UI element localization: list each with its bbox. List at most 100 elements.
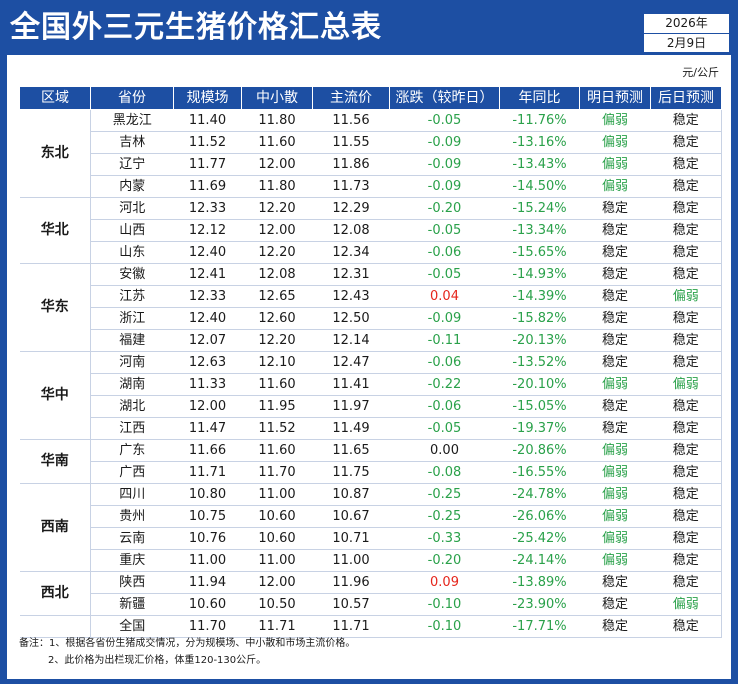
cell-yoy: -15.24%	[499, 197, 580, 220]
cell-large-farm: 12.41	[173, 263, 242, 286]
cell-yoy: -15.65%	[499, 241, 580, 264]
cell-small-farm: 12.00	[241, 153, 313, 176]
cell-province: 新疆	[90, 593, 174, 616]
cell-large-farm: 11.52	[173, 131, 242, 154]
region-cell: 华南	[19, 439, 91, 484]
table-row: 湖南 11.33 11.60 11.41 -0.22 -20.10% 偏弱 偏弱	[20, 373, 722, 396]
cell-large-farm: 10.76	[173, 527, 242, 550]
cell-small-farm: 11.80	[241, 175, 313, 198]
cell-tomorrow-forecast: 稳定	[579, 395, 651, 418]
table-row: 辽宁 11.77 12.00 11.86 -0.09 -13.43% 偏弱 稳定	[20, 153, 722, 176]
cell-day-after-forecast: 稳定	[650, 109, 722, 132]
region-cell-empty	[19, 615, 91, 638]
cell-province: 四川	[90, 483, 174, 506]
cell-province: 湖南	[90, 373, 174, 396]
header-main-price: 主流价	[312, 86, 390, 110]
national-row: 全国 11.70 11.71 11.71 -0.10 -17.71% 稳定 稳定	[19, 615, 722, 638]
cell-large-farm: 11.77	[173, 153, 242, 176]
cell-province: 福建	[90, 329, 174, 352]
cell-yoy: -20.86%	[499, 439, 580, 462]
cell-small-farm: 10.50	[241, 593, 313, 616]
cell-small-farm: 12.20	[241, 197, 313, 220]
cell-tomorrow-forecast: 稳定	[579, 351, 651, 374]
region-cell: 西南	[19, 483, 91, 572]
cell-day-after-forecast: 稳定	[650, 571, 722, 594]
region-cell: 华北	[19, 197, 91, 264]
region-cell: 东北	[19, 109, 91, 198]
cell-tomorrow-forecast: 偏弱	[579, 483, 651, 506]
cell-small-farm: 12.60	[241, 307, 313, 330]
cell-main-price: 11.75	[312, 461, 390, 484]
cell-large-farm: 11.71	[173, 461, 242, 484]
date-box: 2026年 2月9日	[643, 13, 730, 53]
cell-small-farm: 12.00	[241, 571, 313, 594]
cell-main-price: 11.00	[312, 549, 390, 572]
cell-main-price: 11.86	[312, 153, 390, 176]
cell-main-price: 11.55	[312, 131, 390, 154]
cell-small-farm: 11.80	[241, 109, 313, 132]
cell-large-farm: 12.40	[173, 241, 242, 264]
cell-change: -0.10	[389, 593, 500, 616]
footnotes: 备注：1、根据各省份生猪成交情况，分为规模场、中小散和市场主流价格。 2、此价格…	[19, 635, 355, 669]
table-row: 云南 10.76 10.60 10.71 -0.33 -25.42% 偏弱 稳定	[20, 527, 722, 550]
cell-yoy: -25.42%	[499, 527, 580, 550]
cell-change: 0.04	[389, 285, 500, 308]
cell-day-after-forecast: 稳定	[650, 263, 722, 286]
table-row: 江西 11.47 11.52 11.49 -0.05 -19.37% 稳定 稳定	[20, 417, 722, 440]
cell-day-after-forecast: 稳定	[650, 197, 722, 220]
cell-change: -0.06	[389, 395, 500, 418]
cell-day-after-forecast: 稳定	[650, 175, 722, 198]
table-row: 浙江 12.40 12.60 12.50 -0.09 -15.82% 稳定 稳定	[20, 307, 722, 330]
cell-day-after-forecast: 稳定	[650, 241, 722, 264]
cell-large-farm: 11.66	[173, 439, 242, 462]
cell-province: 贵州	[90, 505, 174, 528]
cell-change: 0.09	[389, 571, 500, 594]
cell-change: -0.11	[389, 329, 500, 352]
cell-yoy: -14.39%	[499, 285, 580, 308]
cell-tomorrow-forecast: 稳定	[579, 219, 651, 242]
cell-yoy: -15.82%	[499, 307, 580, 330]
cell-yoy: -20.10%	[499, 373, 580, 396]
table-card: 元/公斤 区域 省份 规模场 中小散 主流价 涨跌（较昨日） 年同比 明日预测 …	[7, 55, 731, 679]
footnote-1: 备注：1、根据各省份生猪成交情况，分为规模场、中小散和市场主流价格。	[19, 638, 356, 649]
cell-main-price: 12.29	[312, 197, 390, 220]
cell-large-farm: 11.70	[173, 615, 242, 638]
cell-small-farm: 11.00	[241, 483, 313, 506]
cell-change: -0.25	[389, 505, 500, 528]
cell-large-farm: 12.33	[173, 285, 242, 308]
cell-change: -0.08	[389, 461, 500, 484]
cell-small-farm: 12.65	[241, 285, 313, 308]
cell-tomorrow-forecast: 偏弱	[579, 549, 651, 572]
header-tomorrow-forecast: 明日预测	[579, 86, 651, 110]
header-large-farm: 规模场	[173, 86, 242, 110]
table-row: 西南 四川 10.80 11.00 10.87 -0.25 -24.78% 偏弱 稳定	[19, 483, 722, 572]
cell-province: 广西	[90, 461, 174, 484]
region-cell: 华东	[19, 263, 91, 352]
cell-change: -0.05	[389, 219, 500, 242]
cell-small-farm: 11.00	[241, 549, 313, 572]
cell-main-price: 11.96	[312, 571, 390, 594]
cell-small-farm: 11.95	[241, 395, 313, 418]
cell-change: -0.05	[389, 417, 500, 440]
cell-large-farm: 10.80	[173, 483, 242, 506]
cell-yoy: -16.55%	[499, 461, 580, 484]
cell-province: 陕西	[90, 571, 174, 594]
table-row: 西北 陕西 11.94 12.00 11.96 0.09 -13.89% 稳定 稳定	[19, 571, 722, 616]
cell-day-after-forecast: 稳定	[650, 461, 722, 484]
cell-day-after-forecast: 稳定	[650, 219, 722, 242]
cell-day-after-forecast: 偏弱	[650, 373, 722, 396]
cell-main-price: 12.47	[312, 351, 390, 374]
cell-day-after-forecast: 稳定	[650, 329, 722, 352]
table-row: 重庆 11.00 11.00 11.00 -0.20 -24.14% 偏弱 稳定	[20, 549, 722, 572]
cell-day-after-forecast: 偏弱	[650, 593, 722, 616]
cell-main-price: 11.49	[312, 417, 390, 440]
cell-small-farm: 12.00	[241, 219, 313, 242]
cell-yoy: -14.50%	[499, 175, 580, 198]
cell-main-price: 12.08	[312, 219, 390, 242]
cell-yoy: -14.93%	[499, 263, 580, 286]
cell-day-after-forecast: 稳定	[650, 153, 722, 176]
cell-small-farm: 11.60	[241, 439, 313, 462]
cell-main-price: 12.14	[312, 329, 390, 352]
cell-large-farm: 11.47	[173, 417, 242, 440]
table-body: 东北 黑龙江 11.40 11.80 11.56 -0.05 -11.76% 偏弱 稳定 吉林 11…	[19, 109, 722, 638]
